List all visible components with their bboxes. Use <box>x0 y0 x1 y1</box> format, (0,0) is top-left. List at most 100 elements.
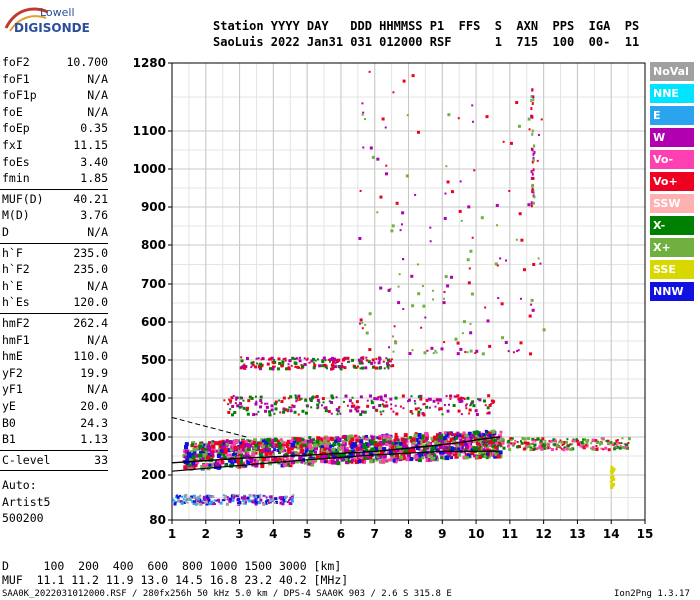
trace-point <box>411 74 415 78</box>
trace-point <box>258 501 262 505</box>
trace-point <box>428 397 432 401</box>
trace-point <box>494 443 497 446</box>
param-label: B1 <box>2 432 16 447</box>
trace-point <box>366 437 370 441</box>
trace-point <box>601 437 604 440</box>
trace-point <box>342 400 345 403</box>
trace-point <box>470 440 474 444</box>
trace-point <box>561 444 564 447</box>
trace-point <box>259 453 263 457</box>
trace-point <box>438 407 441 410</box>
trace-point <box>458 433 462 437</box>
trace-point <box>380 413 383 416</box>
trace-point <box>223 399 226 402</box>
trace-point <box>235 494 238 497</box>
trace-point <box>516 350 519 353</box>
param-label: D <box>2 225 9 239</box>
trace-point <box>571 443 574 446</box>
param-value: 24.3 <box>80 415 108 430</box>
trace-point <box>364 452 369 457</box>
trace-point <box>276 459 281 464</box>
trace-point <box>320 437 324 441</box>
trace-point <box>457 117 460 120</box>
trace-point <box>388 443 393 448</box>
x-tick-label: 4 <box>269 527 277 541</box>
trace-point <box>339 445 344 450</box>
trace-point <box>423 402 426 405</box>
trace-point <box>374 446 379 451</box>
trace-point <box>176 495 180 499</box>
trace-point <box>524 441 527 444</box>
trace-point <box>313 362 316 365</box>
trace-point <box>258 456 263 461</box>
trace-point <box>417 130 421 134</box>
trace-point <box>228 459 232 463</box>
trace-point <box>175 501 178 504</box>
trace-point <box>245 443 250 448</box>
trace-point <box>331 447 336 452</box>
trace-point <box>284 460 289 465</box>
trace-point <box>397 446 402 451</box>
trace-point <box>605 439 608 442</box>
param-label: B0 <box>2 415 16 430</box>
trace-point <box>291 404 294 407</box>
trace-point <box>240 496 244 500</box>
trace-point <box>315 395 319 399</box>
trace-point <box>273 365 276 368</box>
trace-point <box>320 404 323 407</box>
trace-point <box>327 409 331 413</box>
trace-point <box>255 447 260 452</box>
trace-point <box>530 107 533 111</box>
trace-point <box>471 104 474 107</box>
trace-point <box>507 439 511 443</box>
trace-point <box>312 438 316 442</box>
trace-point <box>208 463 212 467</box>
trace-point <box>514 439 517 442</box>
trace-point <box>232 440 236 444</box>
trace-point <box>437 448 441 452</box>
trace-point <box>389 360 392 363</box>
trace-point <box>533 195 536 199</box>
trace-point <box>277 357 281 361</box>
trace-point <box>299 440 303 444</box>
trace-point <box>331 454 336 459</box>
trace-point <box>511 442 514 445</box>
trace-point <box>310 406 313 409</box>
trace-point <box>353 445 358 450</box>
trace-point <box>258 364 262 368</box>
trace-point <box>400 437 405 442</box>
param-row: foEs 3.40 <box>2 155 108 171</box>
param-row: h`F2 235.0 <box>2 262 108 278</box>
trace-point <box>459 439 463 443</box>
trace-point <box>530 298 534 302</box>
trace-point <box>470 292 474 296</box>
trace-point <box>350 443 355 448</box>
trace-point <box>606 439 610 443</box>
trace-point <box>174 500 177 503</box>
trace-point <box>434 444 438 448</box>
trace-point <box>206 455 211 460</box>
trace-point <box>302 444 306 448</box>
trace-point <box>530 176 533 180</box>
trace-point <box>298 397 301 400</box>
param-label: foEp <box>2 121 30 136</box>
trace-point <box>615 440 618 443</box>
trace-point <box>430 445 435 450</box>
trace-point <box>238 405 242 409</box>
trace-point <box>442 436 447 441</box>
trace-point <box>277 441 282 446</box>
trace-point <box>271 441 275 445</box>
trace-point <box>388 346 391 349</box>
trace-point <box>600 447 603 450</box>
trace-point <box>366 443 370 447</box>
trace-point <box>579 444 583 448</box>
trace-point <box>417 407 420 410</box>
trace-point <box>402 440 407 445</box>
trace-point <box>283 462 288 467</box>
trace-point <box>312 449 316 453</box>
trace-point <box>343 357 346 360</box>
trace-point <box>619 445 622 448</box>
trace-point <box>294 394 297 397</box>
param-separator <box>0 242 108 244</box>
trace-point <box>411 304 415 308</box>
